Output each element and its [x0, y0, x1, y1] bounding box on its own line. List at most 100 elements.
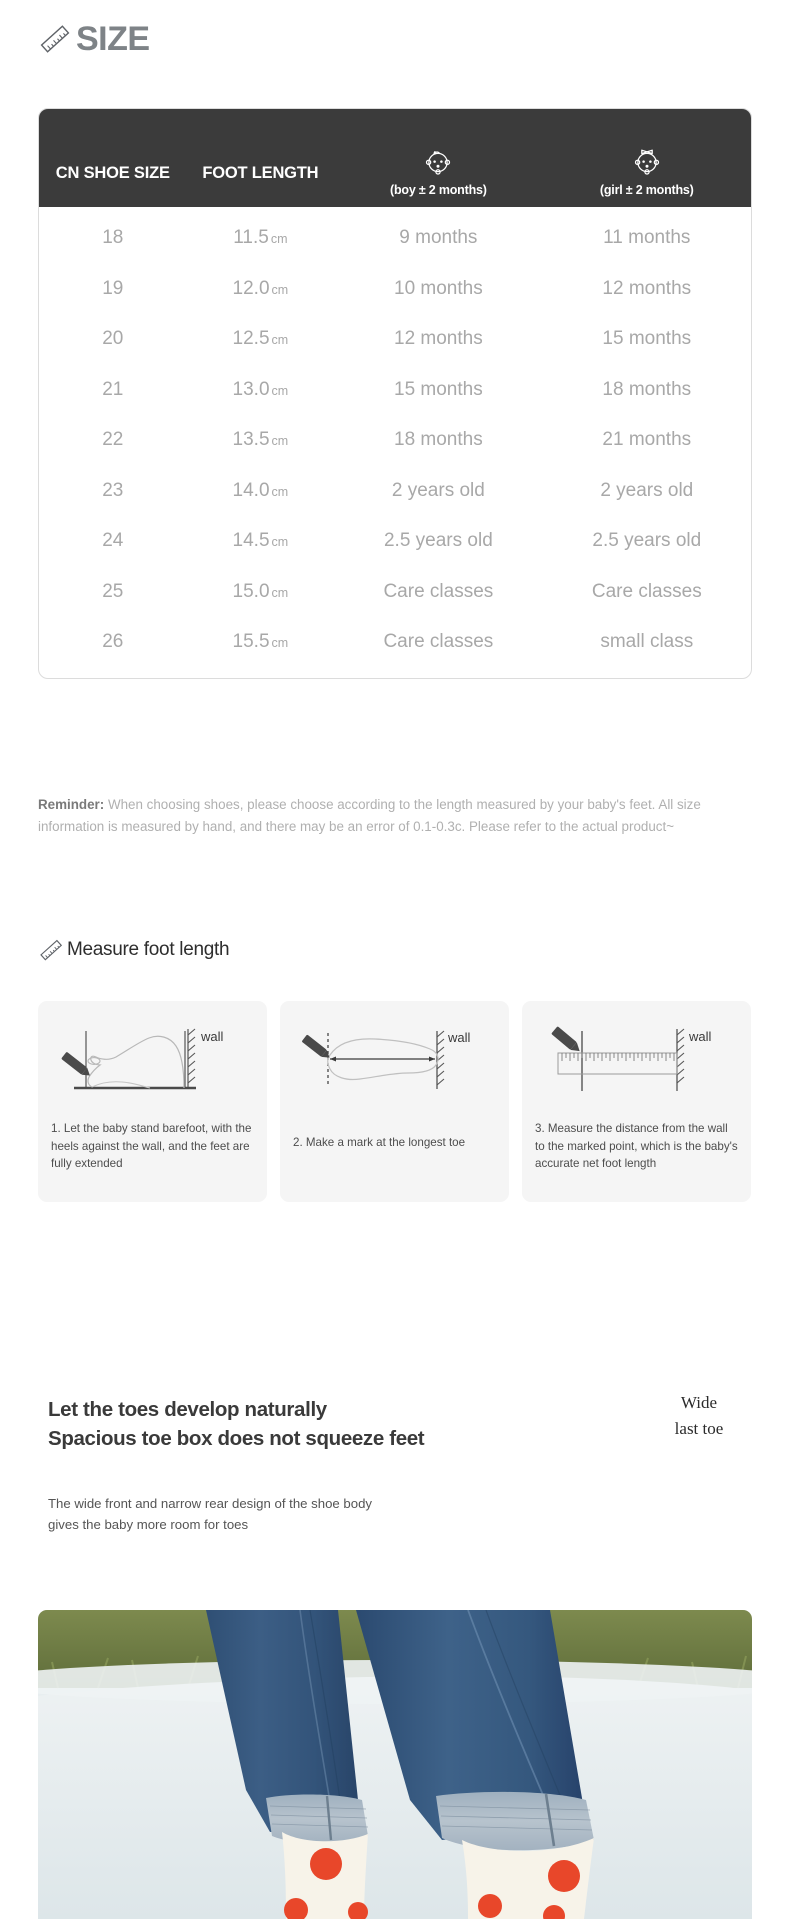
cell-cn-size: 24: [102, 530, 124, 552]
column-header-cn-shoe-size: CN SHOE SIZE: [55, 164, 170, 182]
column-header-girl: (girl ± 2 months): [543, 145, 751, 207]
cell-girl-age: 21 months: [602, 429, 692, 451]
cell-girl-age: 18 months: [602, 378, 692, 400]
foot-length-value: 13.5: [232, 429, 270, 451]
foot-length-unit: cm: [271, 282, 289, 297]
size-chart-table: CN SHOE SIZE FOOT LENGTH: [38, 108, 752, 679]
cell-foot-length: 11.5 cm: [187, 227, 335, 249]
wall-label: wall: [688, 1029, 712, 1044]
table-row: 24 14.5 cm 2.5 years old 2.5 years old: [39, 516, 751, 567]
column-header-boy: (boy ± 2 months): [334, 145, 542, 207]
step-description: 3. Measure the distance from the wall to…: [535, 1122, 738, 1171]
cell-foot-length: 13.0 cm: [187, 379, 335, 401]
table-row: 23 14.0 cm 2 years old 2 years old: [39, 466, 751, 517]
ruler-icon: [38, 22, 72, 56]
wall-label: wall: [200, 1029, 224, 1044]
cell-boy-age: 9 months: [399, 227, 478, 249]
size-heading-label: SIZE: [76, 20, 150, 58]
cell-boy-age: 18 months: [394, 429, 483, 451]
toes-section-subtitle: The wide front and narrow rear design of…: [48, 1494, 372, 1536]
toes-subtitle-line-2: gives the baby more room for toes: [48, 1516, 249, 1532]
table-row: 25 15.0 cm Care classes Care classes: [39, 567, 751, 618]
toes-subtitle-line-1: The wide front and narrow rear design of…: [48, 1496, 373, 1511]
ruler-icon: [38, 937, 64, 963]
cell-girl-age: Care classes: [591, 580, 702, 602]
list-item: wall: [522, 1001, 751, 1202]
cell-girl-age: small class: [600, 631, 694, 653]
cell-girl-age: 12 months: [602, 277, 692, 299]
reminder-note: Reminder: When choosing shoes, please ch…: [38, 794, 744, 837]
cell-foot-length: 14.5 cm: [187, 530, 335, 552]
table-header-row: CN SHOE SIZE FOOT LENGTH: [39, 109, 751, 207]
foot-length-unit: cm: [271, 383, 289, 398]
step-description: 2. Make a mark at the longest toe: [293, 1136, 466, 1149]
reminder-label: Reminder:: [38, 797, 105, 812]
cell-cn-size: 19: [102, 277, 124, 299]
cell-cn-size: 21: [102, 378, 124, 400]
cell-foot-length: 15.5 cm: [187, 631, 335, 653]
table-row: 19 12.0 cm 10 months 12 months: [39, 264, 751, 315]
foot-length-unit: cm: [270, 232, 288, 247]
cell-foot-length: 12.5 cm: [187, 328, 335, 350]
cell-cn-size: 25: [102, 580, 124, 602]
foot-length-unit: cm: [271, 636, 289, 651]
list-item: wall 1. Let the baby stand barefoot, wit…: [38, 1001, 267, 1202]
product-lifestyle-photo: [38, 1610, 752, 1919]
footprint-mark-illustration: wall: [302, 1030, 471, 1089]
table-body: 18 11.5 cm 9 months 11 months 19 12.0 cm 1…: [39, 207, 751, 678]
cell-foot-length: 14.0 cm: [187, 480, 335, 502]
table-row: 20 12.5 cm 12 months 15 months: [39, 314, 751, 365]
baby-girl-face-icon: [630, 145, 664, 179]
cell-boy-age: 10 months: [394, 277, 483, 299]
toes-title-line-2: Spacious toe box does not squeeze feet: [48, 1427, 425, 1451]
cell-boy-age: Care classes: [383, 580, 494, 602]
foot-length-unit: cm: [271, 585, 289, 600]
child-legs-in-jeans-photo: [38, 1610, 752, 1919]
baby-boy-face-icon: [421, 145, 455, 179]
cell-boy-age: Care classes: [383, 631, 494, 653]
cell-girl-age: 11 months: [603, 227, 691, 249]
ruler-measure-illustration: wall: [551, 1026, 712, 1091]
cell-boy-age: 12 months: [394, 328, 483, 350]
toes-title-line-1: Let the toes develop naturally: [48, 1398, 327, 1421]
cell-girl-age: 2.5 years old: [592, 530, 702, 552]
foot-length-value: 15.5: [232, 631, 270, 653]
cell-girl-age: 15 months: [602, 328, 692, 350]
cell-cn-size: 22: [102, 429, 124, 451]
cell-boy-age: 2 years old: [391, 479, 485, 501]
column-header-boy-label: (boy ± 2 months): [390, 183, 487, 197]
step-description: 1. Let the baby stand barefoot, with the…: [51, 1122, 252, 1171]
column-header-foot-length: FOOT LENGTH: [202, 164, 319, 182]
wall-label: wall: [447, 1030, 471, 1045]
wide-last-toe-callout: Wide last toe: [644, 1390, 754, 1441]
foot-length-value: 11.5: [233, 227, 269, 249]
foot-length-unit: cm: [271, 434, 289, 449]
table-row: 21 13.0 cm 15 months 18 months: [39, 365, 751, 416]
foot-length-value: 12.0: [232, 277, 270, 299]
cell-boy-age: 15 months: [394, 378, 483, 400]
table-row: 22 13.5 cm 18 months 21 months: [39, 415, 751, 466]
cell-foot-length: 12.0 cm: [187, 278, 335, 300]
measure-heading-label: Measure foot length: [67, 939, 230, 960]
cell-cn-size: 26: [102, 631, 124, 653]
foot-length-value: 14.0: [232, 479, 270, 501]
cell-foot-length: 13.5 cm: [187, 429, 335, 451]
cell-foot-length: 15.0 cm: [187, 581, 335, 603]
size-section-heading: SIZE: [38, 22, 150, 56]
foot-length-unit: cm: [271, 484, 289, 499]
foot-length-value: 14.5: [232, 530, 270, 552]
column-header-girl-label: (girl ± 2 months): [599, 183, 694, 197]
cell-cn-size: 20: [102, 328, 124, 350]
foot-length-unit: cm: [271, 333, 289, 348]
foot-length-value: 13.0: [232, 378, 270, 400]
cell-cn-size: 18: [102, 227, 124, 249]
foot-against-wall-illustration: wall: [61, 1028, 224, 1090]
table-row: 18 11.5 cm 9 months 11 months: [39, 213, 751, 264]
foot-length-value: 15.0: [232, 580, 270, 602]
cell-boy-age: 2.5 years old: [383, 530, 493, 552]
toes-section-title: Let the toes develop naturally Spacious …: [48, 1395, 425, 1453]
cell-cn-size: 23: [102, 479, 124, 501]
callout-line-1: Wide: [680, 1393, 718, 1412]
callout-line-2: last toe: [674, 1418, 724, 1438]
cell-girl-age: 2 years old: [600, 479, 694, 501]
